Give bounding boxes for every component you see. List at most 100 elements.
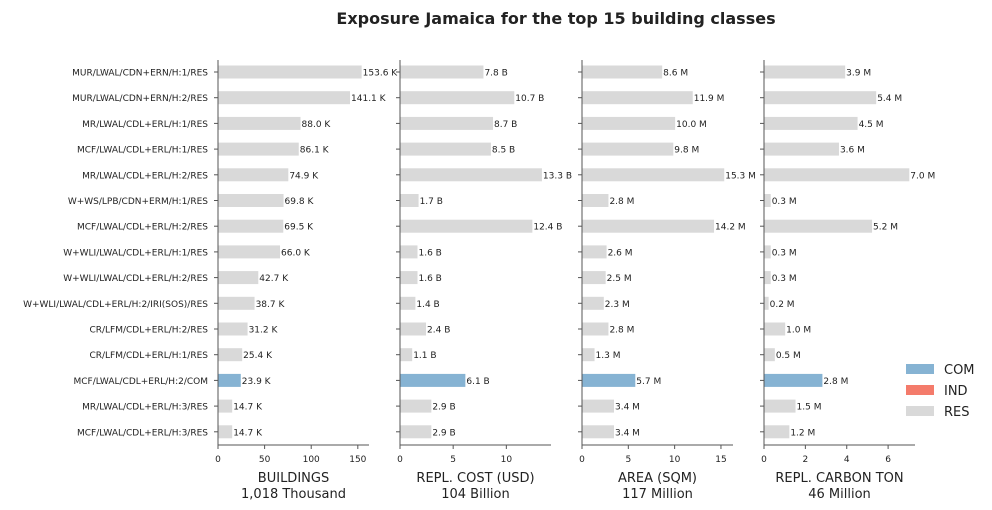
category-label: MCF/LWAL/CDL+ERL/H:1/RES bbox=[77, 146, 208, 156]
data-label: 153.6 K bbox=[363, 69, 399, 79]
panel-total: 1,018 Thousand bbox=[241, 487, 346, 502]
data-label: 12.4 B bbox=[533, 223, 562, 233]
bar-res bbox=[764, 425, 790, 439]
bar-res bbox=[218, 116, 301, 130]
x-axis-label: BUILDINGS bbox=[258, 471, 329, 486]
data-label: 8.5 B bbox=[492, 146, 515, 156]
bar-res bbox=[400, 194, 419, 207]
x-tick-label: 4 bbox=[844, 455, 850, 465]
x-tick-label: 0 bbox=[215, 455, 221, 465]
bar-res bbox=[764, 219, 873, 233]
data-label: 3.9 M bbox=[846, 69, 871, 79]
x-tick-label: 50 bbox=[259, 455, 271, 465]
bar-res bbox=[400, 425, 432, 439]
data-label: 0.5 M bbox=[776, 351, 801, 361]
legend-swatch-res bbox=[906, 406, 934, 416]
data-label: 2.8 M bbox=[609, 326, 634, 336]
data-label: 6.1 B bbox=[466, 377, 489, 387]
bar-res bbox=[400, 399, 432, 413]
x-tick-label: 2 bbox=[803, 455, 809, 465]
x-axis-label: REPL. CARBON TON bbox=[775, 471, 903, 486]
bar-res bbox=[764, 245, 771, 259]
x-tick-label: 5 bbox=[450, 455, 456, 465]
chart-title: Exposure Jamaica for the top 15 building… bbox=[336, 9, 775, 28]
bar-com bbox=[218, 373, 241, 387]
x-tick-label: 0 bbox=[397, 455, 403, 465]
bar-res bbox=[400, 245, 418, 259]
legend-label-ind: IND bbox=[944, 384, 968, 399]
panel-2: 0 5 10 REPL. COST (USD)104 Billion 7.8 B 10.7… bbox=[396, 60, 572, 502]
bar-res bbox=[582, 142, 674, 156]
bar-res bbox=[218, 219, 284, 233]
bar-res bbox=[764, 296, 769, 310]
bar-res bbox=[218, 322, 248, 336]
data-label: 74.9 K bbox=[289, 171, 319, 181]
data-label: 1.6 B bbox=[419, 248, 442, 258]
data-label: 0.3 M bbox=[772, 248, 797, 258]
bar-res bbox=[764, 65, 846, 79]
legend: COM IND RES bbox=[906, 363, 975, 420]
data-label: 25.4 K bbox=[243, 351, 273, 361]
legend-swatch-ind bbox=[906, 385, 934, 395]
bar-res bbox=[400, 142, 491, 156]
data-label: 14.2 M bbox=[715, 223, 746, 233]
category-label: MUR/LWAL/CDN+ERN/H:2/RES bbox=[72, 94, 208, 104]
bar-res bbox=[400, 322, 427, 336]
category-label: MR/LWAL/CDL+ERL/H:1/RES bbox=[82, 120, 208, 130]
bar-res bbox=[218, 296, 255, 310]
bar-res bbox=[764, 271, 771, 285]
category-label: MR/LWAL/CDL+ERL/H:3/RES bbox=[82, 403, 208, 413]
data-label: 4.5 M bbox=[859, 120, 884, 130]
data-label: 2.9 B bbox=[432, 428, 455, 438]
data-label: 141.1 K bbox=[351, 94, 387, 104]
panel-total: 104 Billion bbox=[441, 487, 510, 502]
panel-total: 117 Million bbox=[622, 487, 693, 502]
data-label: 1.2 M bbox=[790, 428, 815, 438]
bar-res bbox=[582, 399, 614, 413]
bar-res bbox=[400, 348, 413, 362]
data-label: 5.2 M bbox=[873, 223, 898, 233]
x-axis-label: REPL. COST (USD) bbox=[416, 471, 534, 486]
x-tick-label: 100 bbox=[303, 455, 320, 465]
data-label: 0.3 M bbox=[772, 274, 797, 284]
panel-3: 0 5 10 15 AREA (SQM)117 Million 8.6 M 11.9 M 10… bbox=[578, 60, 756, 502]
data-label: 13.3 B bbox=[543, 171, 572, 181]
data-label: 1.5 M bbox=[797, 403, 822, 413]
category-label: W+WLI/LWAL/CDL+ERL/H:1/RES bbox=[63, 248, 208, 258]
data-label: 1.7 B bbox=[420, 197, 443, 207]
bar-res bbox=[582, 296, 604, 310]
data-label: 23.9 K bbox=[242, 377, 272, 387]
x-tick-label: 0 bbox=[761, 455, 767, 465]
data-label: 9.8 M bbox=[674, 146, 699, 156]
x-tick-label: 150 bbox=[349, 455, 366, 465]
data-label: 69.8 K bbox=[285, 197, 315, 207]
data-label: 3.4 M bbox=[615, 428, 640, 438]
x-tick-label: 10 bbox=[669, 455, 681, 465]
bar-res bbox=[582, 65, 663, 79]
bar-res bbox=[218, 348, 243, 362]
data-label: 5.7 M bbox=[636, 377, 661, 387]
data-label: 14.7 K bbox=[233, 428, 263, 438]
x-tick-label: 15 bbox=[715, 455, 726, 465]
bar-res bbox=[764, 142, 839, 156]
x-tick-label: 10 bbox=[501, 455, 513, 465]
data-label: 0.3 M bbox=[772, 197, 797, 207]
bar-res bbox=[218, 194, 284, 207]
data-label: 31.2 K bbox=[249, 326, 279, 336]
data-label: 2.3 M bbox=[605, 300, 630, 310]
category-label: W+WS/LPB/CDN+ERM/H:1/RES bbox=[68, 197, 208, 207]
bar-res bbox=[400, 271, 418, 285]
data-label: 2.9 B bbox=[432, 403, 455, 413]
bar-res bbox=[218, 425, 233, 439]
bar-res bbox=[582, 348, 595, 362]
legend-swatch-com bbox=[906, 364, 934, 374]
category-label: MCF/LWAL/CDL+ERL/H:2/COM bbox=[73, 377, 208, 387]
bar-res bbox=[582, 322, 609, 336]
data-label: 1.0 M bbox=[786, 326, 811, 336]
bar-res bbox=[764, 168, 910, 182]
bar-com bbox=[582, 373, 636, 387]
data-label: 14.7 K bbox=[233, 403, 263, 413]
